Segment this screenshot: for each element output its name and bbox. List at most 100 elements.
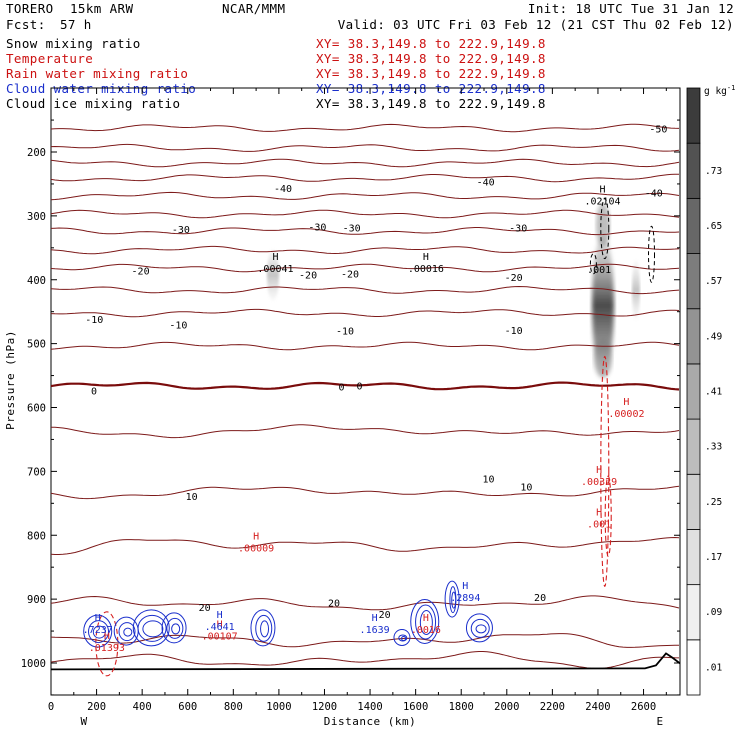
rain-contour [604, 475, 612, 557]
temperature-contour-label: -30 [509, 224, 527, 235]
cloud-water-contour [171, 623, 181, 635]
cloud-water-contour [83, 614, 113, 648]
colorbar: g kg-1 .01 .09 .17 .25 .33 .41 .49 .57 .65 .73 [686, 84, 735, 696]
isotherm-line [51, 123, 680, 133]
isotherm-line [51, 227, 680, 236]
temperature-contour-label: 10 [520, 482, 532, 493]
colorbar-label: .25 [705, 497, 722, 508]
cloud-water-maximum-value: .1639 [360, 625, 390, 636]
cloud-water-contour [451, 591, 457, 609]
colorbar-swatch [686, 142, 701, 199]
y-tick-label: 800 [27, 530, 46, 542]
cloud-water-contour [393, 628, 411, 646]
rain-maximum-h-marker: H [253, 531, 259, 542]
cloud-water-contour [260, 620, 270, 638]
init-time: Init: 18 UTC Tue 31 Jan 12 [528, 1, 734, 16]
snow-maximum-h-marker: H [599, 184, 605, 195]
y-tick-label: 400 [27, 275, 46, 287]
isotherm-line [51, 191, 680, 201]
colorbar-swatch [686, 473, 701, 530]
snow-maximum-value: .00016 [408, 264, 444, 275]
field-name-snow: Snow mixing ratio [6, 36, 141, 51]
forecast-hour: 57 h [60, 17, 92, 32]
rain-maximum-value: .01393 [89, 643, 125, 654]
rain-maximum-h-marker: H [423, 613, 429, 624]
rain-maximum-value: .0016 [411, 625, 441, 636]
temperature-contour-label: -10 [85, 315, 103, 326]
temperature-contour-label: -10 [336, 326, 354, 337]
temperature-contour-label: -40 [645, 189, 663, 200]
isotherm-line [51, 424, 680, 439]
isotherm-line [51, 485, 680, 500]
rain-maximum-h-marker: H [623, 397, 629, 408]
isotherm-line [51, 209, 680, 219]
snow-shading-west [267, 249, 279, 301]
snow-contour [648, 225, 656, 283]
terrain-line [51, 652, 680, 671]
temperature-contour-label: -20 [505, 273, 523, 284]
isotherm-line [51, 308, 680, 318]
y-tick-label: 300 [27, 211, 46, 223]
cloud-water-contour [166, 617, 184, 639]
x-tick-label: 1800 [449, 701, 474, 713]
cloud-water-contour [410, 598, 440, 644]
x-tick-label: 1600 [403, 701, 428, 713]
cloud-water-contour [465, 613, 493, 643]
cloud-ice-value: .001 [587, 265, 611, 276]
snow-maximum-h-marker: H [423, 252, 429, 263]
x-axis-title: Distance (km) [324, 715, 417, 728]
x-tick-label: 2000 [494, 701, 519, 713]
temperature-contour-label: 20 [328, 599, 340, 610]
cloud-water-contour [401, 635, 407, 641]
cloud-water-maximum-h-marker: H [217, 610, 223, 621]
colorbar-label: .73 [705, 166, 722, 177]
temperature-contour-label: -30 [172, 225, 190, 236]
temperature-contour-label: -20 [299, 270, 317, 281]
isotherm-line [51, 285, 680, 295]
rain-maximum-value: .00009 [238, 543, 274, 554]
cloud-water-maximum-h-marker: H [462, 581, 468, 592]
rain-maximum-value: .001 [587, 520, 611, 531]
cloud-water-contour [444, 580, 460, 618]
rain-maximum-h-marker: H [596, 508, 602, 519]
organization: NCAR/MMM [222, 1, 285, 16]
plot-area: -50 -40 -40 -40 -30 -30 -30 -30 -20 -20 -20 -20 -10 -… [4, 87, 681, 728]
temperature-contour-label: -50 [649, 125, 667, 136]
rain-maximum-h-marker: H [104, 631, 110, 642]
snow-maximum-value: .02104 [584, 196, 620, 207]
cloud-water-contour [118, 622, 136, 642]
temperature-contour-label: -30 [308, 222, 326, 233]
y-axis-title: Pressure (hPa) [4, 330, 17, 430]
x-tick-label: 2400 [585, 701, 610, 713]
x-tick-label: 1000 [266, 701, 291, 713]
y-tick-label: 200 [27, 147, 46, 159]
cloud-water-contour [470, 618, 490, 638]
temperature-contour-label: -20 [132, 266, 150, 277]
cloud-water-contour [137, 614, 167, 642]
temperature-contour-label: 10 [186, 492, 198, 503]
rain-maximum-value: .00329 [581, 477, 617, 488]
colorbar-swatch [686, 584, 701, 641]
contour-label-layer: -50 -40 -40 -40 -30 -30 -30 -30 -20 -20 -20 -20 -10 -… [83, 125, 668, 654]
cloud-water-contour [250, 609, 276, 647]
cloud-water-maximum-value: .4641 [205, 622, 235, 633]
isotherm-line [51, 158, 680, 168]
model-name: TORERO [6, 1, 54, 16]
cloud-water-contour [398, 634, 408, 642]
isotherm-line [51, 341, 680, 351]
colorbar-label: .01 [705, 662, 722, 673]
colorbar-label: .41 [705, 387, 722, 398]
temperature-contour-label: 10 [483, 475, 495, 486]
rain-contour [600, 355, 610, 587]
snow-shading-core [592, 235, 614, 375]
field-list: Snow mixing ratio XY= 38.3,149.8 to 222.… [6, 36, 545, 111]
colorbar-unit: g kg-1 [704, 84, 735, 97]
rain-maximum-value: .00107 [202, 631, 238, 642]
colorbar-label: .57 [705, 276, 722, 287]
valid-time: Valid: 03 UTC Fri 03 Feb 12 (21 CST Thu … [338, 17, 734, 32]
x-tick-label: 600 [178, 701, 197, 713]
isotherm-line [51, 245, 680, 255]
rain-maximum-value: .00002 [608, 409, 644, 420]
colorbar-label: .09 [705, 607, 722, 618]
